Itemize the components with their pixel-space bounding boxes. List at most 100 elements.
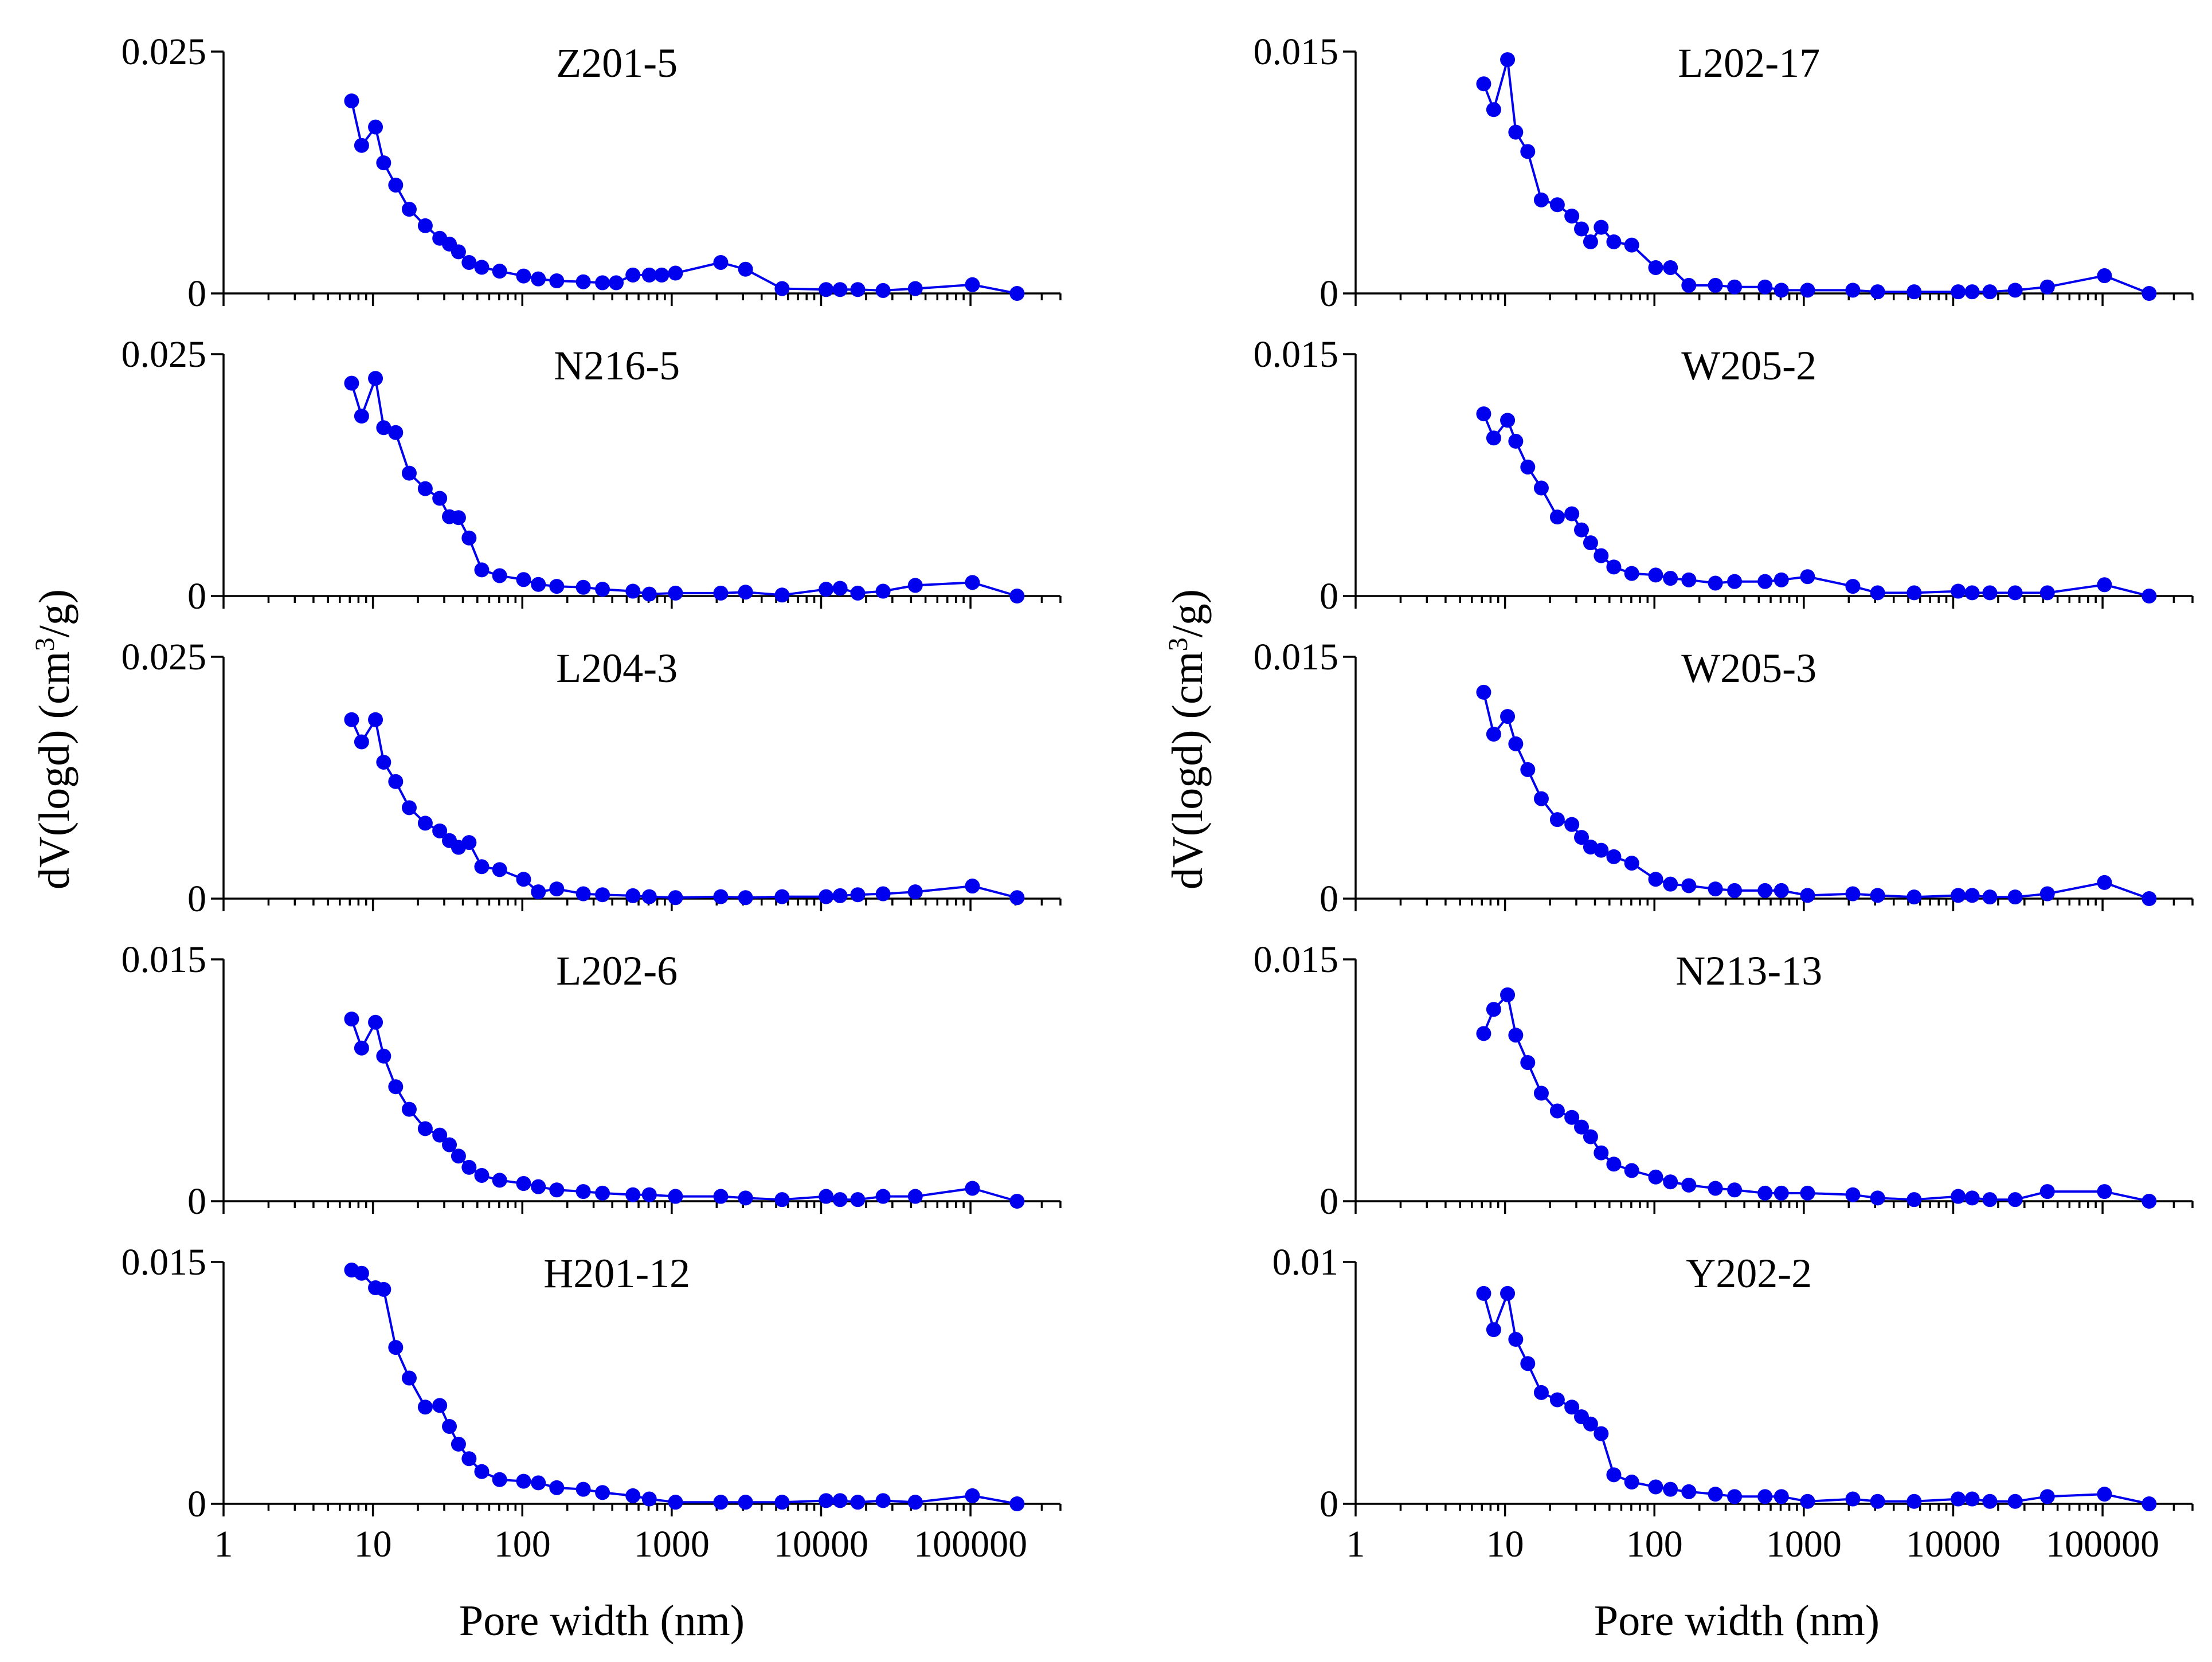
data-point xyxy=(368,712,383,727)
data-point xyxy=(641,1187,657,1202)
data-point xyxy=(432,491,448,506)
data-point xyxy=(1906,1494,1922,1509)
x-tick-label: 10 xyxy=(1486,1523,1524,1565)
data-point xyxy=(907,281,923,296)
panel-title: N213-13 xyxy=(1675,948,1822,994)
data-point xyxy=(1870,284,1885,300)
data-point xyxy=(417,1400,433,1415)
data-point xyxy=(575,1481,591,1497)
data-point xyxy=(1476,406,1491,422)
data-point xyxy=(1648,260,1663,275)
data-point xyxy=(1906,1192,1922,1208)
data-point xyxy=(1800,569,1815,585)
data-point xyxy=(2039,585,2055,601)
x-tick-label: 100 xyxy=(494,1523,551,1565)
data-point xyxy=(1681,878,1697,893)
data-point xyxy=(1845,1491,1861,1507)
data-point xyxy=(1533,192,1549,207)
data-point xyxy=(1964,888,1980,903)
panel-title: L202-6 xyxy=(556,948,678,994)
data-point xyxy=(531,884,546,900)
data-point xyxy=(1906,585,1922,601)
data-point xyxy=(516,572,531,587)
data-point xyxy=(1727,574,1743,589)
data-point xyxy=(1533,480,1549,496)
panel-title: N216-5 xyxy=(554,343,680,389)
data-point xyxy=(1606,559,1622,575)
data-point xyxy=(2039,279,2055,295)
data-point xyxy=(376,754,391,770)
y-tick-label: 0.01 xyxy=(1273,1241,1339,1283)
data-point xyxy=(461,1451,477,1467)
data-point xyxy=(1982,1192,1998,1208)
data-point xyxy=(819,282,834,297)
data-point xyxy=(474,1464,490,1479)
x-tick-label: 10000 xyxy=(1906,1523,2000,1565)
data-point xyxy=(1800,1185,1815,1201)
data-point xyxy=(417,816,433,831)
data-point xyxy=(1574,1119,1589,1135)
data-point xyxy=(1564,817,1580,832)
data-point xyxy=(1757,574,1773,589)
data-point xyxy=(875,1189,891,1204)
data-point xyxy=(875,886,891,901)
data-point xyxy=(1574,221,1589,237)
data-point xyxy=(1681,1177,1697,1193)
data-point xyxy=(492,264,507,279)
data-point xyxy=(1009,1496,1025,1511)
data-point xyxy=(1708,277,1723,293)
data-point xyxy=(344,712,359,727)
data-point xyxy=(965,277,980,292)
data-point xyxy=(2141,891,2157,906)
data-point xyxy=(713,585,729,601)
data-point xyxy=(1533,791,1549,806)
data-point xyxy=(474,562,490,578)
data-point xyxy=(516,1176,531,1191)
data-point xyxy=(1773,1489,1789,1504)
data-point xyxy=(2097,1487,2112,1502)
data-point xyxy=(1964,585,1980,601)
data-point xyxy=(1663,1481,1678,1497)
x-tick-label: 100000 xyxy=(2046,1523,2159,1565)
y-axis-title-prefix: dV(logd) (cm xyxy=(30,651,79,889)
panel-title: H201-12 xyxy=(543,1251,690,1296)
data-point xyxy=(738,890,753,906)
data-point xyxy=(2141,589,2157,603)
data-point xyxy=(549,1480,565,1495)
data-point xyxy=(492,1173,507,1188)
data-point xyxy=(1583,1129,1598,1144)
panel-title: W205-2 xyxy=(1681,343,1816,389)
data-point xyxy=(1870,1190,1885,1206)
data-point xyxy=(774,1495,790,1510)
data-point xyxy=(668,890,683,906)
data-point xyxy=(1757,279,1773,295)
data-point xyxy=(432,823,448,838)
data-point xyxy=(738,1190,753,1206)
data-point xyxy=(461,835,477,850)
data-point xyxy=(1486,102,1501,117)
data-point xyxy=(1757,1489,1773,1504)
data-point xyxy=(1870,888,1885,903)
data-point xyxy=(1663,260,1678,275)
data-point xyxy=(641,1491,657,1507)
data-point xyxy=(2097,268,2112,284)
x-tick-label: 1 xyxy=(1346,1523,1365,1565)
data-point xyxy=(1624,1475,1639,1490)
data-point xyxy=(432,1398,448,1413)
panel-title: Z201-5 xyxy=(556,40,678,86)
data-point xyxy=(461,1159,477,1175)
panel-title: Y202-2 xyxy=(1686,1251,1812,1296)
data-point xyxy=(1533,1385,1549,1400)
data-point xyxy=(401,465,417,481)
data-point xyxy=(2097,577,2112,593)
data-point xyxy=(1870,1494,1885,1509)
data-point xyxy=(907,884,923,900)
data-point xyxy=(641,267,657,283)
data-point xyxy=(875,283,891,298)
panel-title: L204-3 xyxy=(556,645,678,691)
y-tick-label: 0 xyxy=(187,575,206,617)
data-point xyxy=(875,583,891,599)
y-axis-title-right: dV(logd) (cm3/g) xyxy=(1163,589,1212,889)
panel-l202-17: 0 0.015 L202-17 xyxy=(1254,31,2194,315)
y-tick-label: 0 xyxy=(187,273,206,315)
